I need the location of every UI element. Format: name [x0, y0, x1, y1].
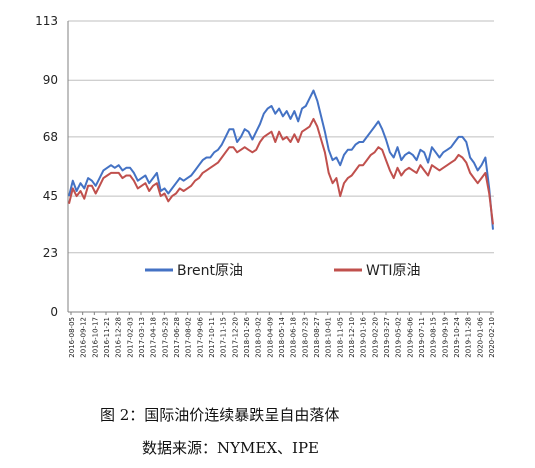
- y-tick-label: 23: [43, 246, 58, 260]
- x-tick-label: 2017-05-23: [161, 317, 169, 358]
- legend: Brent原油 WTI原油: [145, 263, 421, 279]
- x-tick-label: 2017-11-15: [220, 317, 228, 358]
- x-tick-label: 2019-02-20: [371, 317, 379, 358]
- x-tick-label: 2017-09-06: [196, 316, 204, 357]
- x-tick-label: 2018-10-01: [325, 317, 333, 358]
- x-tick-label: 2017-06-28: [173, 317, 181, 358]
- legend-label: Brent原油: [177, 263, 243, 279]
- x-tick-label: 2018-04-09: [266, 317, 274, 358]
- x-tick-label: 2016-12-28: [115, 317, 123, 358]
- x-tick-label: 2017-12-20: [231, 317, 239, 358]
- x-tick-label: 2018-12-10: [348, 317, 356, 358]
- y-tick-label: 113: [35, 14, 58, 28]
- x-tick-label: 2019-01-16: [360, 316, 368, 357]
- figure-caption: 图 2：国际油价连续暴跌呈自由落体: [100, 406, 340, 424]
- y-axis-ticks: 0 23 45 68 90 113: [35, 14, 58, 319]
- grid-lines: [67, 20, 494, 313]
- y-tick-label: 90: [43, 73, 58, 87]
- x-tick-label: 2018-11-05: [336, 317, 344, 358]
- y-tick-label: 0: [50, 305, 58, 319]
- x-tick-label: 2017-08-02: [185, 317, 193, 358]
- x-tick-label: 2018-08-27: [313, 317, 321, 358]
- x-axis-ticks: 2016-08-05 2016-09-12 2016-10-17 2016-11-21…: [68, 312, 496, 358]
- x-tick-label: 2018-06-18: [290, 317, 298, 358]
- x-tick-label: 2019-11-28: [465, 317, 473, 358]
- x-tick-label: 2018-03-02: [255, 317, 263, 358]
- x-tick-label: 2016-10-17: [91, 317, 99, 358]
- y-tick-label: 45: [43, 189, 58, 203]
- x-tick-label: 2018-07-23: [301, 317, 309, 358]
- x-tick-label: 2017-03-13: [138, 317, 146, 358]
- x-tick-label: 2019-05-02: [395, 317, 403, 358]
- x-tick-label: 2020-01-06: [476, 316, 484, 357]
- x-tick-label: 2017-04-18: [150, 317, 158, 358]
- x-tick-label: 2019-08-15: [430, 317, 438, 358]
- series-lines: [68, 89, 494, 230]
- x-tick-label: 2019-07-11: [418, 317, 426, 358]
- series-line-brent: [68, 89, 494, 230]
- x-tick-label: 2019-10-24: [453, 316, 461, 357]
- data-source: 数据来源：NYMEX、IPE: [142, 439, 319, 457]
- x-tick-label: 2017-02-03: [126, 317, 134, 358]
- x-tick-label: 2020-02-10: [488, 317, 496, 358]
- x-tick-label: 2016-08-05: [68, 317, 76, 358]
- x-tick-label: 2016-11-21: [103, 317, 111, 358]
- legend-label: WTI原油: [366, 263, 421, 279]
- x-tick-label: 2016-09-12: [80, 317, 88, 358]
- x-tick-label: 2019-06-06: [406, 316, 414, 357]
- x-tick-label: 2018-05-14: [278, 316, 286, 357]
- x-tick-label: 2017-10-11: [208, 317, 216, 358]
- line-chart: 0 23 45 68 90 113 2016-08-05 2016-09-12 2016-10…: [35, 14, 496, 358]
- series-line-wti: [68, 117, 494, 225]
- y-tick-label: 68: [43, 130, 58, 144]
- x-tick-label: 2019-09-19: [441, 317, 449, 358]
- x-tick-label: 2018-01-26: [243, 316, 251, 357]
- x-tick-label: 2019-03-27: [383, 317, 391, 358]
